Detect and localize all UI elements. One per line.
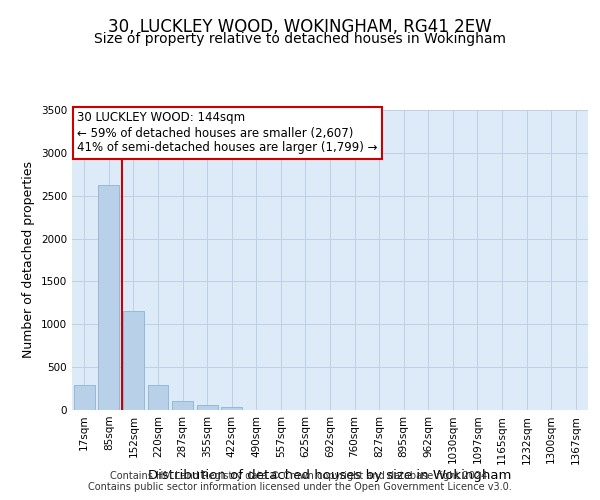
Bar	[148, 384, 169, 410]
Bar	[74, 385, 95, 410]
Bar	[98, 184, 119, 410]
Bar	[221, 408, 242, 410]
Text: 30, LUCKLEY WOOD, WOKINGHAM, RG41 2EW: 30, LUCKLEY WOOD, WOKINGHAM, RG41 2EW	[108, 18, 492, 36]
Bar	[123, 312, 144, 410]
Bar	[172, 402, 193, 410]
Y-axis label: Number of detached properties: Number of detached properties	[22, 162, 35, 358]
Bar	[197, 406, 218, 410]
Text: 30 LUCKLEY WOOD: 144sqm
← 59% of detached houses are smaller (2,607)
41% of semi: 30 LUCKLEY WOOD: 144sqm ← 59% of detache…	[77, 112, 377, 154]
X-axis label: Distribution of detached houses by size in Wokingham: Distribution of detached houses by size …	[148, 469, 512, 482]
Text: Size of property relative to detached houses in Wokingham: Size of property relative to detached ho…	[94, 32, 506, 46]
Text: Contains HM Land Registry data © Crown copyright and database right 2024.
Contai: Contains HM Land Registry data © Crown c…	[88, 471, 512, 492]
